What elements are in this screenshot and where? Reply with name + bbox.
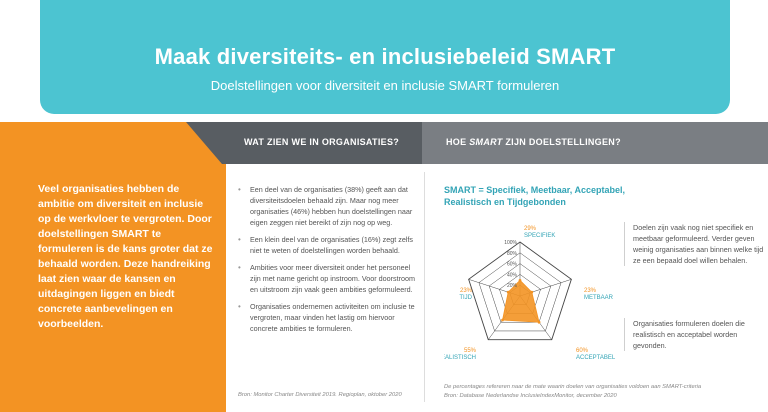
bullet-icon: • bbox=[238, 263, 241, 272]
heading-part: ZIJN DOELSTELLINGEN? bbox=[502, 137, 621, 147]
radar-value-label: 60% bbox=[576, 348, 589, 354]
list-item-text: Een deel van de organisaties (38%) geeft… bbox=[250, 185, 413, 227]
intro-panel: Veel organisaties hebben de ambitie om d… bbox=[0, 122, 226, 412]
list-item: • Ambities voor meer diversiteit onder he… bbox=[236, 262, 416, 295]
list-item-text: Een klein deel van de organisaties (16%)… bbox=[250, 235, 414, 255]
bullet-icon: • bbox=[238, 185, 241, 194]
source-note: Bron: Monitor Charter Diversiteit 2019. … bbox=[238, 392, 402, 398]
page-title: Maak diversiteits- en inclusiebeleid SMA… bbox=[154, 44, 616, 69]
radar-grid-ring bbox=[478, 252, 562, 332]
page-subtitle: Doelstellingen voor diversiteit en inclu… bbox=[210, 78, 560, 93]
radar-scale-label: 60% bbox=[507, 262, 518, 268]
section-band-smart bbox=[422, 122, 768, 164]
radar-scale-label: 100% bbox=[504, 240, 517, 246]
callout-realistic: Organisaties formuleren doelen die reali… bbox=[624, 318, 764, 351]
list-item-text: Ambities voor meer diversiteit onder het… bbox=[250, 263, 415, 294]
radar-scale-label: 20% bbox=[507, 283, 518, 289]
content-area: Veel organisaties hebben de ambitie om d… bbox=[0, 122, 768, 412]
radar-data-point bbox=[530, 290, 534, 294]
smart-definition: SMART = Specifiek, Meetbaar, Acceptabel,… bbox=[444, 185, 625, 207]
radar-scale-label: 80% bbox=[507, 251, 518, 257]
radar-data-point bbox=[501, 318, 504, 322]
radar-category-label: METBAAR bbox=[584, 295, 614, 301]
radar-value-label: 55% bbox=[464, 348, 477, 354]
heading-emphasis: SMART bbox=[469, 137, 503, 147]
radar-category-label: ACCEPTABEL bbox=[576, 355, 616, 361]
section-heading-organisations: WAT ZIEN WE IN ORGANISATIES? bbox=[244, 137, 400, 147]
section-band-organisations bbox=[186, 122, 422, 164]
radar-data-point bbox=[518, 278, 522, 282]
bullet-icon: • bbox=[238, 302, 241, 311]
bullet-icon: • bbox=[238, 235, 241, 244]
radar-data-point bbox=[506, 290, 510, 294]
radar-grid-ring bbox=[488, 263, 552, 323]
radar-data-point bbox=[537, 320, 541, 324]
radar-data-area bbox=[502, 279, 540, 323]
radar-value-label: 23% bbox=[584, 288, 597, 294]
radar-category-label: TIJD bbox=[459, 295, 472, 301]
radar-category-label: REALISTISCH bbox=[444, 355, 476, 361]
radar-grid-ring bbox=[468, 241, 572, 341]
smart-radar-chart: 100%80%60%40%20%29%SPECIFIEK23%METBAAR60… bbox=[444, 226, 616, 361]
list-item: • Een klein deel van de organisaties (16%… bbox=[236, 234, 416, 256]
intro-text: Veel organisaties hebben de ambitie om d… bbox=[38, 183, 213, 330]
column-divider bbox=[424, 172, 425, 402]
list-item: • Een deel van de organisaties (38%) geef… bbox=[236, 184, 416, 228]
radar-value-label: 23% bbox=[460, 288, 473, 294]
heading-part: HOE bbox=[446, 137, 470, 147]
findings-list: • Een deel van de organisaties (38%) geef… bbox=[236, 184, 416, 340]
page-header: Maak diversiteits- en inclusiebeleid SMA… bbox=[40, 0, 730, 114]
radar-scale-label: 40% bbox=[507, 272, 518, 278]
section-heading-smart: HOE SMART ZIJN DOELSTELLINGEN? bbox=[446, 137, 621, 147]
footnote-percentages: De percentages refereren naar de mate wa… bbox=[444, 384, 702, 390]
radar-value-label: 29% bbox=[524, 226, 537, 232]
callout-specific: Doelen zijn vaak nog niet specifiek en m… bbox=[624, 222, 764, 266]
list-item: • Organisaties ondernemen activiteiten om… bbox=[236, 301, 416, 334]
footnote-source: Bron: Database Nederlandse InclusieIndex… bbox=[444, 393, 617, 399]
list-item-text: Organisaties ondernemen activiteiten om … bbox=[250, 302, 415, 333]
radar-category-label: SPECIFIEK bbox=[524, 233, 555, 239]
